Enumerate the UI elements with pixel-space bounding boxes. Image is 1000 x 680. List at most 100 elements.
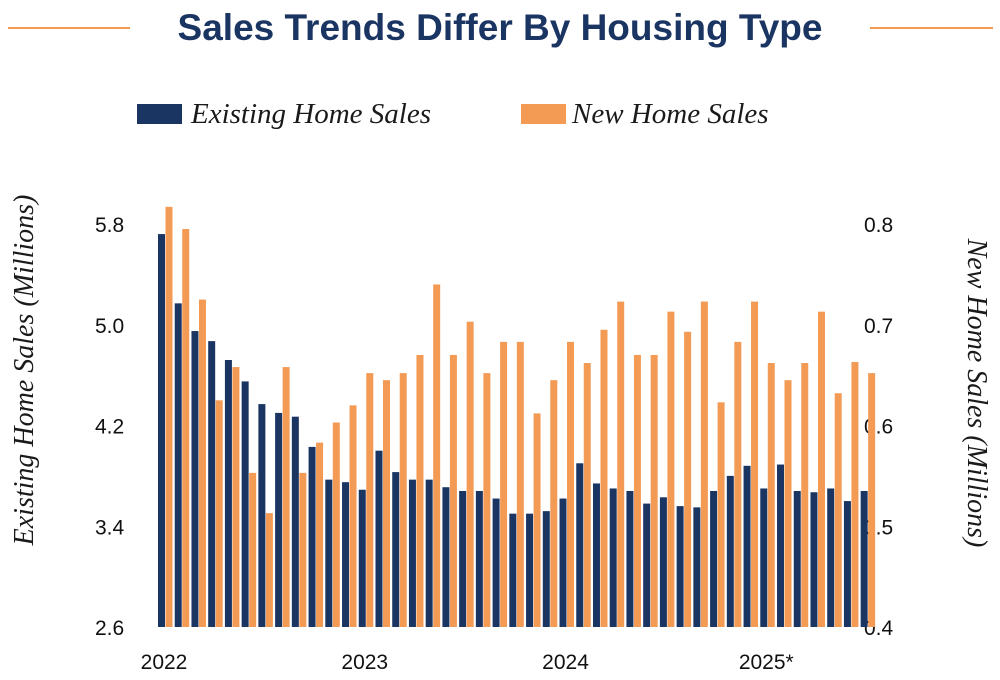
bar-existing bbox=[509, 513, 517, 627]
bar-existing bbox=[626, 490, 634, 627]
bar-new bbox=[349, 405, 357, 627]
bar-existing bbox=[843, 501, 851, 627]
bar-new bbox=[449, 354, 457, 627]
bar-new bbox=[533, 413, 541, 627]
bar-existing bbox=[475, 490, 483, 627]
bar-new bbox=[249, 472, 257, 627]
bar-new bbox=[198, 299, 206, 627]
bar-new bbox=[399, 373, 407, 627]
bar-existing bbox=[726, 475, 734, 627]
legend-label-new: New Home Sales bbox=[571, 98, 769, 130]
bar-new bbox=[232, 367, 240, 627]
bar-existing bbox=[693, 507, 701, 627]
bar-new bbox=[466, 321, 474, 627]
bar-new bbox=[801, 363, 809, 627]
bar-existing bbox=[793, 490, 801, 627]
bar-new bbox=[332, 422, 340, 627]
bar-existing bbox=[375, 450, 383, 627]
bars bbox=[158, 206, 876, 627]
bar-new bbox=[617, 301, 625, 627]
bar-existing bbox=[710, 490, 718, 627]
bar-new bbox=[416, 354, 424, 627]
bar-new bbox=[433, 284, 441, 627]
y-tick-left: 5.0 bbox=[95, 315, 124, 338]
bar-new bbox=[182, 229, 190, 627]
bar-existing bbox=[291, 416, 299, 627]
chart-title: Sales Trends Differ By Housing Type bbox=[178, 7, 823, 48]
bar-new bbox=[500, 341, 508, 627]
y-tick-left: 4.2 bbox=[95, 416, 124, 439]
bar-new bbox=[834, 393, 842, 627]
bar-existing bbox=[743, 465, 751, 627]
bar-new bbox=[265, 513, 273, 627]
y-tick-left: 3.4 bbox=[95, 516, 125, 539]
bar-new bbox=[817, 311, 825, 627]
bar-new bbox=[851, 362, 859, 627]
y-axis-left-ticks: 2.6 3.4 4.2 5.0 5.8 bbox=[95, 214, 125, 640]
legend-swatch-existing bbox=[137, 104, 182, 124]
bar-new bbox=[550, 380, 558, 627]
bar-existing bbox=[158, 234, 165, 627]
bar-existing bbox=[459, 490, 467, 627]
bar-new bbox=[868, 373, 876, 627]
bar-new bbox=[600, 329, 608, 627]
bar-new bbox=[633, 354, 641, 627]
legend: Existing Home Sales New Home Sales bbox=[137, 98, 769, 130]
bar-new bbox=[567, 341, 575, 627]
bar-existing bbox=[492, 498, 500, 627]
bar-existing bbox=[526, 513, 534, 627]
bar-new bbox=[382, 380, 390, 627]
bar-existing bbox=[777, 464, 785, 627]
bar-existing bbox=[542, 511, 550, 627]
bar-existing bbox=[643, 503, 651, 627]
bar-existing bbox=[342, 482, 350, 627]
legend-label-existing: Existing Home Sales bbox=[190, 98, 431, 130]
bar-new bbox=[299, 472, 307, 627]
bar-new bbox=[282, 367, 290, 627]
legend-swatch-new bbox=[521, 104, 566, 124]
bar-existing bbox=[576, 463, 584, 627]
bar-existing bbox=[392, 472, 400, 627]
bar-new bbox=[734, 341, 742, 627]
bar-new bbox=[767, 363, 775, 627]
x-tick-label: 2022 bbox=[141, 651, 188, 674]
bar-existing bbox=[810, 492, 818, 627]
bar-new bbox=[784, 380, 792, 627]
y-axis-right-ticks: 0.40.50.60.70.8 bbox=[864, 214, 894, 640]
bar-new bbox=[165, 206, 173, 627]
bar-new bbox=[583, 363, 591, 627]
y-axis-left-title: Existing Home Sales (Millions) bbox=[9, 195, 40, 547]
y-axis-right-title: New Home Sales (Millions) bbox=[961, 238, 992, 548]
bar-existing bbox=[559, 498, 567, 627]
bar-existing bbox=[224, 360, 232, 627]
bar-existing bbox=[425, 479, 433, 627]
bar-existing bbox=[609, 488, 617, 627]
bar-existing bbox=[592, 483, 600, 627]
bar-new bbox=[316, 442, 324, 627]
y-tick-left: 5.8 bbox=[95, 214, 124, 237]
bar-new bbox=[717, 402, 725, 627]
bar-new bbox=[483, 373, 491, 627]
bar-existing bbox=[442, 487, 450, 627]
bar-existing bbox=[208, 341, 216, 627]
bar-existing bbox=[325, 479, 333, 627]
bar-existing bbox=[241, 381, 249, 627]
x-axis-ticks: 2022 2023 2024 2025* bbox=[141, 651, 794, 674]
bar-existing bbox=[275, 412, 283, 627]
y-tick-right: 0.7 bbox=[864, 315, 893, 338]
y-tick-left: 2.6 bbox=[95, 617, 124, 640]
bar-existing bbox=[676, 506, 684, 627]
bar-existing bbox=[408, 479, 416, 627]
bar-new bbox=[700, 301, 708, 627]
bar-existing bbox=[358, 489, 366, 627]
bar-new bbox=[667, 311, 675, 627]
bar-existing bbox=[659, 497, 667, 627]
bar-existing bbox=[827, 488, 835, 627]
x-tick-label: 2023 bbox=[341, 651, 388, 674]
x-tick-label: 2025* bbox=[739, 651, 794, 674]
x-tick-label: 2024 bbox=[542, 651, 589, 674]
bar-existing bbox=[860, 490, 868, 627]
bar-new bbox=[516, 341, 524, 627]
bar-existing bbox=[308, 446, 316, 627]
